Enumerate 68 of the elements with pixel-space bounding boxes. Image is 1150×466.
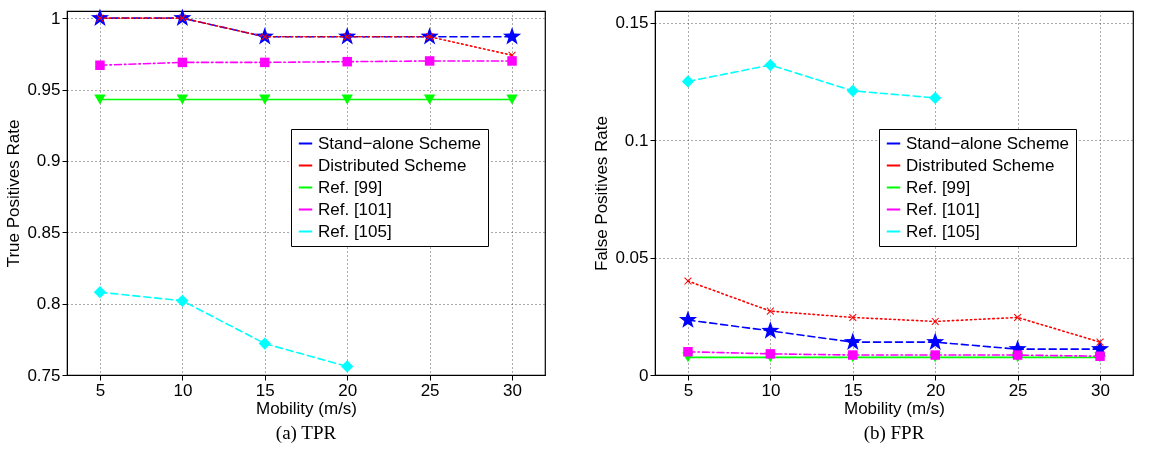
point [761,321,780,339]
point [342,56,352,67]
point [765,349,776,359]
point [683,347,693,357]
point [177,57,188,68]
point [94,94,106,105]
x-tick-label: 15 [255,380,275,400]
y-axis-title: False Positives Rate [592,116,612,271]
point [341,94,353,105]
point [931,317,939,326]
legend-label: Ref. [101] [318,199,392,219]
x-axis-title: Mobility (m/s) [255,398,358,418]
legend-label: Distributed Scheme [906,155,1055,175]
x-tick-label: 25 [420,380,440,400]
x-tick-label: 30 [503,380,522,400]
x-tick-label: 20 [926,380,946,400]
x-tick-label: 10 [173,380,193,400]
legend-label: Ref. [99] [318,177,383,197]
y-tick-label: 0.95 [27,80,61,100]
point [258,337,271,350]
y-tick-label: 0.9 [36,151,61,171]
legend-label: Stand−alone Scheme [318,133,482,153]
point [176,94,189,105]
y-tick-label: 1 [51,8,61,28]
point [502,27,522,45]
point [681,75,695,88]
point [95,60,105,70]
point [259,94,271,105]
y-tick-label: 0 [639,365,649,385]
y-tick-label: 0.75 [27,365,61,385]
y-tick-label: 0.1 [624,130,649,150]
legend-label: Distributed Scheme [318,155,467,175]
legend-label: Ref. [105] [318,221,392,241]
y-tick-label: 0.8 [36,294,61,314]
point [93,286,107,299]
point [926,332,945,350]
point [423,94,436,105]
x-tick-label: 30 [1091,380,1110,400]
x-axis-title: Mobility (m/s) [843,398,946,418]
legend-label: Ref. [101] [906,199,980,219]
legend-label: Ref. [105] [906,221,980,241]
point [176,294,189,307]
point [849,313,857,322]
y-tick-label: 0.85 [27,222,61,242]
x-tick-label: 10 [761,380,781,400]
point [507,56,517,66]
point [506,94,518,105]
text: (a) TPR [275,422,337,444]
y-axis-title: True Positives Rate [4,119,24,268]
point [929,91,942,105]
point [766,307,775,315]
point [764,58,777,72]
point [846,84,859,97]
point [424,56,435,66]
point [260,57,270,68]
x-tick-label: 25 [1008,380,1028,400]
text: (b) FPR [863,422,925,444]
point [341,360,354,373]
y-tick-label: 0.05 [615,248,649,268]
x-tick-label: 15 [843,380,863,400]
x-tick-label: 5 [95,380,106,400]
legend-label: Stand−alone Scheme [906,133,1070,153]
point [843,332,862,350]
x-tick-label: 5 [683,380,694,400]
legend-label: Ref. [99] [906,177,971,197]
point [678,310,698,328]
x-tick-label: 20 [338,380,358,400]
y-tick-label: 0.15 [615,13,649,33]
